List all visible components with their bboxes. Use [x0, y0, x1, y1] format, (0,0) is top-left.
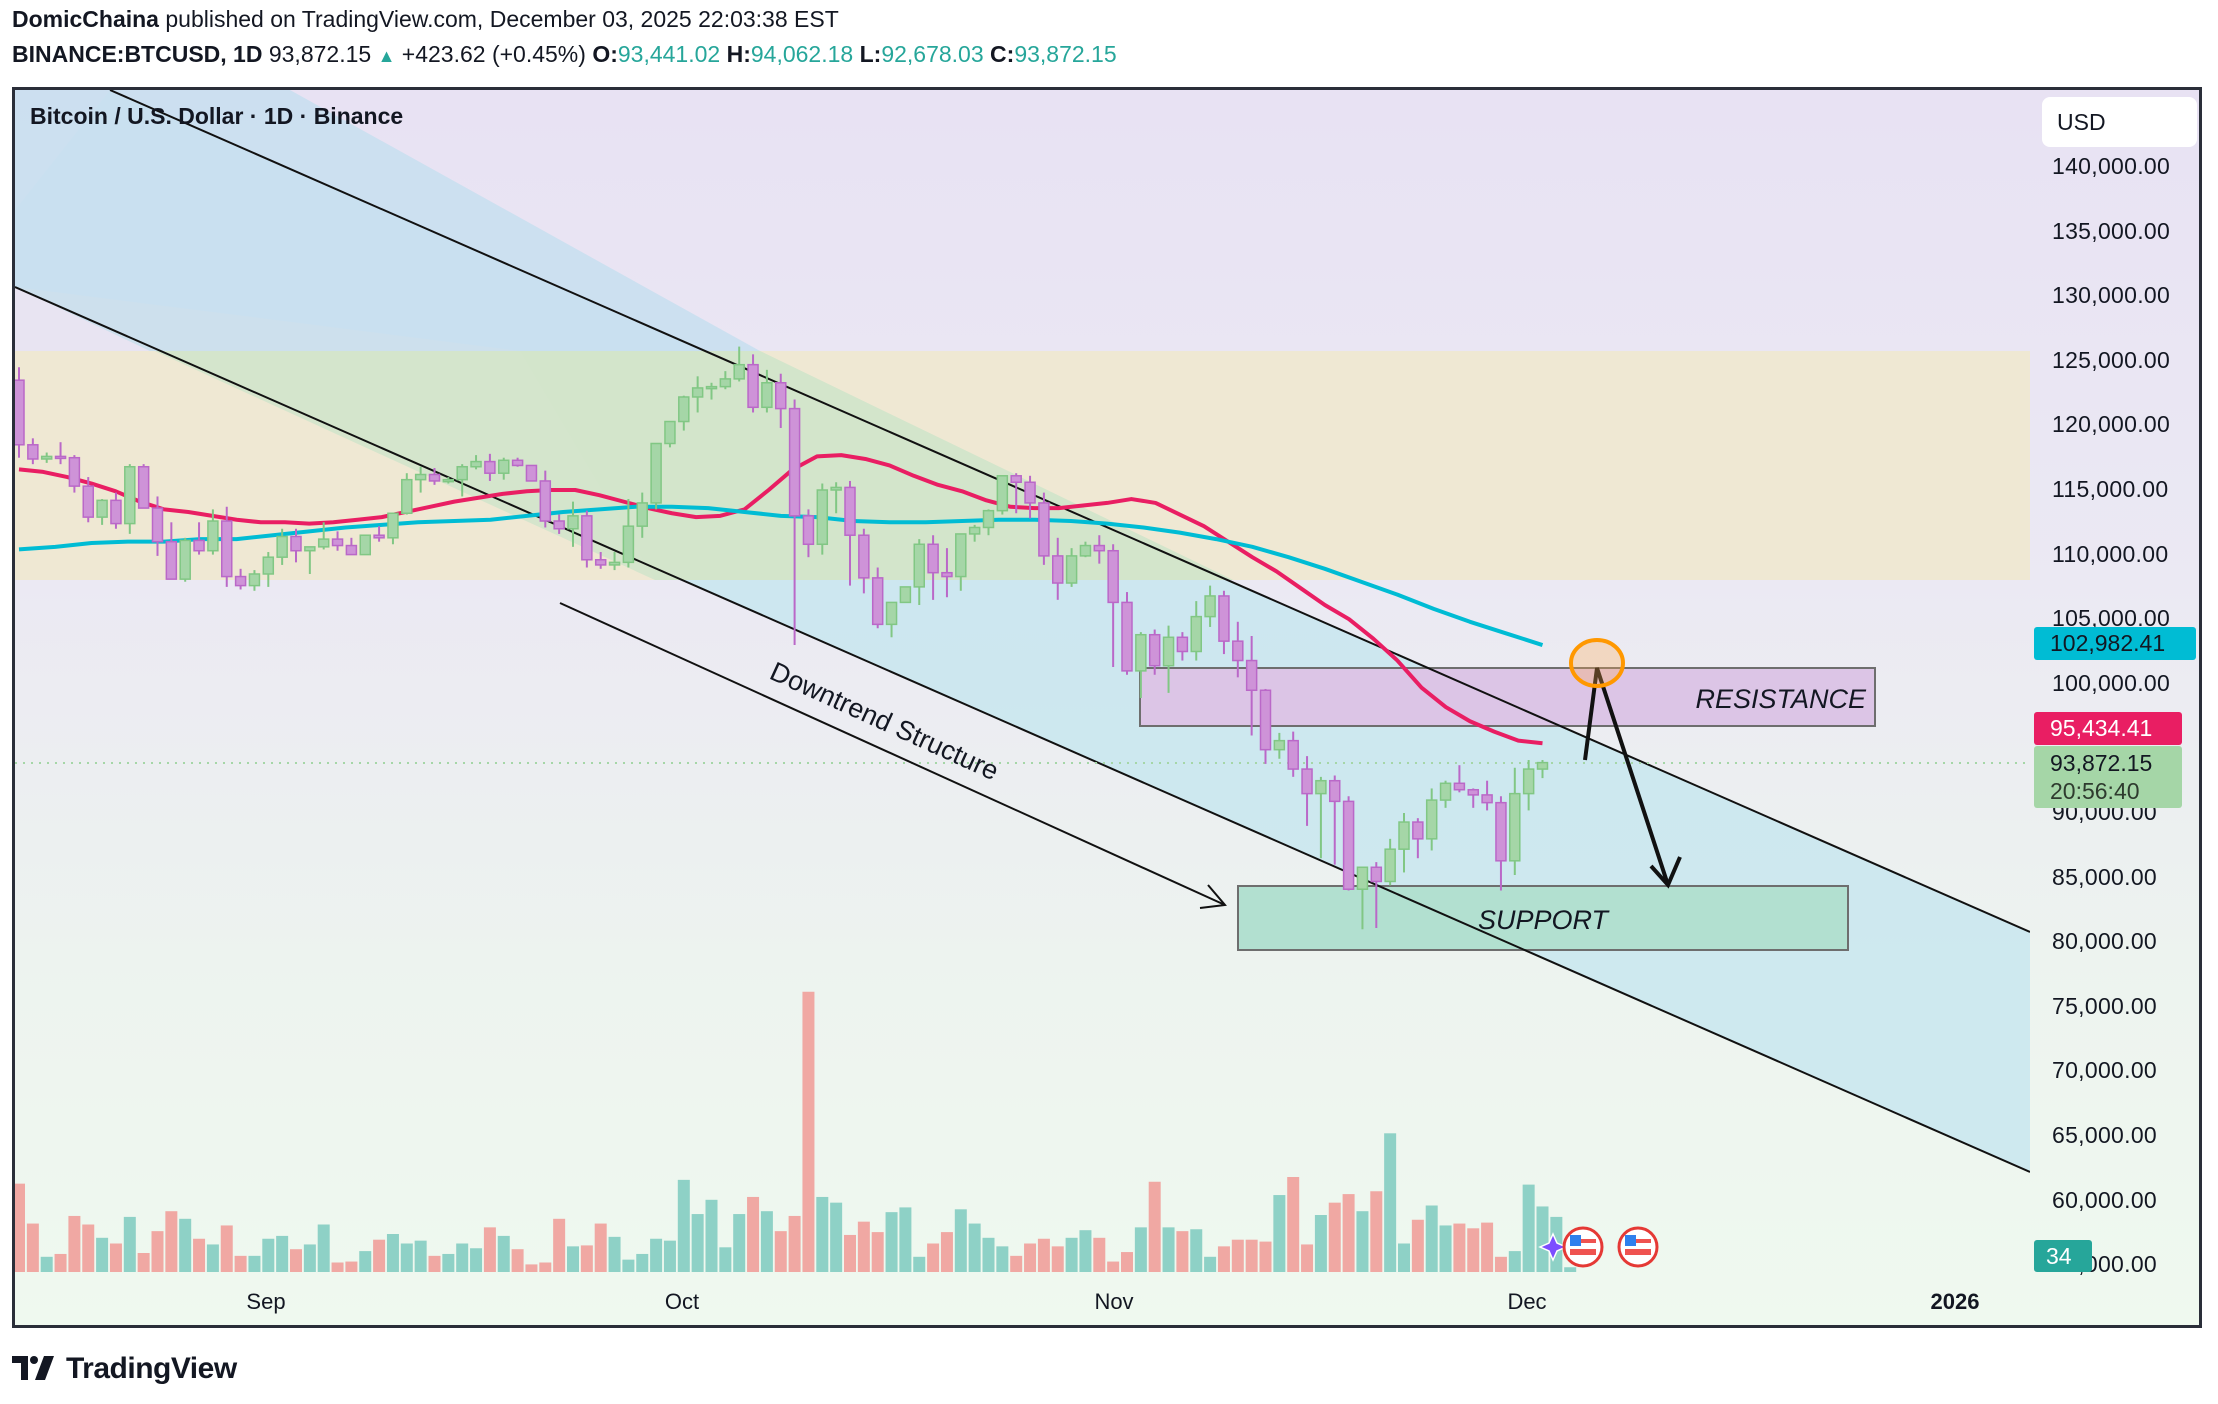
time-axis-label: Sep: [246, 1289, 286, 1314]
currency-button[interactable]: USD: [2042, 97, 2197, 147]
tradingview-logo-icon: [12, 1356, 54, 1380]
published-text: published on TradingView.com, December 0…: [165, 6, 839, 32]
price-axis-label: 75,000.00: [2052, 992, 2158, 1019]
time-axis-label: 2026: [1930, 1289, 1980, 1314]
ema-slow-price-tag: 102,982.41: [2034, 627, 2196, 660]
high-label: H:: [726, 41, 751, 67]
chart-frame[interactable]: [12, 87, 2202, 1328]
price-axis-label: 65,000.00: [2052, 1122, 2158, 1148]
price-axis-label: 140,000.00: [2052, 153, 2171, 179]
low-label: L:: [859, 41, 882, 67]
price-axis-label: 100,000.00: [2052, 669, 2171, 696]
symbol-name: BINANCE:BTCUSD, 1D: [12, 41, 263, 67]
price-change: +423.62 (+0.45%): [401, 41, 586, 67]
time-axis-label: Dec: [1507, 1289, 1547, 1314]
time-axis-label: Nov: [1094, 1289, 1134, 1314]
last-price-value: 93,872.15: [2050, 750, 2153, 776]
last-price: 93,872.15: [268, 41, 372, 67]
price-axis-label: 70,000.00: [2052, 1057, 2158, 1084]
chart-title: Bitcoin / U.S. Dollar · 1D · Binance: [30, 103, 404, 129]
tradingview-logo[interactable]: TradingView: [12, 1352, 237, 1386]
low-value: 92,678.03: [881, 41, 984, 67]
author-name[interactable]: DomicChaina: [12, 6, 159, 32]
price-axis-label: 135,000.00: [2052, 217, 2171, 244]
open-value: 93,441.02: [617, 41, 721, 67]
close-value: 93,872.15: [1014, 41, 1117, 67]
price-axis-label: 120,000.00: [2052, 411, 2171, 438]
price-axis-label: 105,000.00: [2052, 605, 2171, 632]
time-axis-label: Oct: [664, 1289, 700, 1314]
price-axis-label: 115,000.00: [2052, 476, 2169, 502]
price-axis-label: 130,000.00: [2052, 282, 2171, 309]
symbol-info: BINANCE:BTCUSD, 1D 93,872.15 ▲ +423.62 (…: [12, 41, 1117, 68]
bar-countdown: 20:56:40: [2050, 778, 2140, 804]
up-arrow-icon: ▲: [377, 46, 396, 66]
price-axis-label: 80,000.00: [2052, 928, 2158, 955]
price-axis-label: 110,000.00: [2052, 540, 2169, 567]
price-axis-label: 85,000.00: [2052, 863, 2158, 890]
ema-fast-price-tag: 95,434.41: [2034, 712, 2182, 745]
brand-name: TradingView: [66, 1352, 237, 1385]
high-value: 94,062.18: [750, 41, 854, 67]
publish-info: DomicChaina published on TradingView.com…: [12, 6, 839, 33]
volume-tag: 34: [2034, 1240, 2092, 1272]
close-label: C:: [990, 41, 1015, 67]
price-axis-label: 125,000.00: [2052, 346, 2171, 373]
price-axis-label: 60,000.00: [2052, 1186, 2158, 1213]
last-price-tag: 93,872.15 20:56:40: [2034, 746, 2182, 808]
open-label: O:: [592, 41, 618, 67]
